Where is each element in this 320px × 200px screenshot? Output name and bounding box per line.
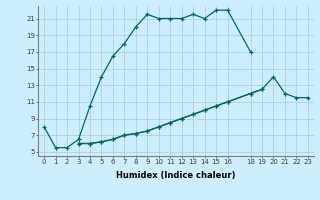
X-axis label: Humidex (Indice chaleur): Humidex (Indice chaleur) — [116, 171, 236, 180]
